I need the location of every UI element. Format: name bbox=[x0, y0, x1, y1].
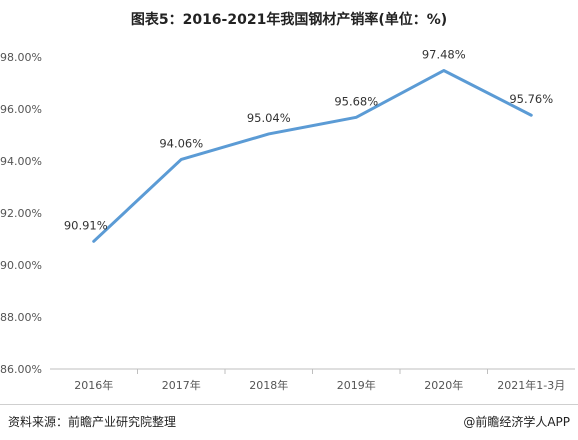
y-tick-label: 90.00% bbox=[0, 259, 42, 272]
data-label: 95.04% bbox=[247, 111, 291, 125]
x-tick-label: 2016年 bbox=[74, 378, 113, 392]
x-tick-label: 2017年 bbox=[162, 378, 201, 392]
y-tick-label: 94.00% bbox=[0, 155, 42, 168]
data-labels: 90.91% 94.06% 95.04% 95.68% 97.48% 95.76% bbox=[64, 48, 553, 233]
y-tick-label: 96.00% bbox=[0, 103, 42, 116]
y-tick-label: 86.00% bbox=[0, 363, 42, 376]
y-tick-label: 98.00% bbox=[0, 51, 42, 64]
x-tick-label: 2020年 bbox=[424, 378, 463, 392]
x-tick-label: 2019年 bbox=[337, 378, 376, 392]
y-tick-label: 88.00% bbox=[0, 311, 42, 324]
footer: 资料来源：前瞻产业研究院整理 @前瞻经济学人APP bbox=[0, 404, 578, 440]
x-tick-label: 2018年 bbox=[249, 378, 288, 392]
chart-title: 图表5：2016-2021年我国钢材产销率(单位：%) bbox=[130, 12, 448, 28]
data-label: 95.76% bbox=[509, 92, 553, 106]
data-label: 90.91% bbox=[64, 218, 108, 232]
data-label: 94.06% bbox=[159, 136, 203, 150]
source-note: 资料来源：前瞻产业研究院整理 bbox=[8, 415, 177, 429]
y-tick-label: 92.00% bbox=[0, 207, 42, 220]
data-label: 97.48% bbox=[422, 48, 466, 62]
series-line bbox=[92, 69, 533, 243]
credit-note: @前瞻经济学人APP bbox=[463, 415, 570, 429]
y-axis-ticks: 86.00% 88.00% 90.00% 92.00% 94.00% 96.00% 98.0… bbox=[0, 51, 42, 376]
data-label: 95.68% bbox=[334, 94, 378, 108]
x-axis-ticks: 2016年 2017年 2018年 2019年 2020年 2021年1-3月 bbox=[74, 369, 565, 392]
line-chart: 86.00% 88.00% 90.00% 92.00% 94.00% 96.00% 98.0… bbox=[0, 48, 575, 392]
x-tick-label: 2021年1-3月 bbox=[497, 378, 565, 392]
